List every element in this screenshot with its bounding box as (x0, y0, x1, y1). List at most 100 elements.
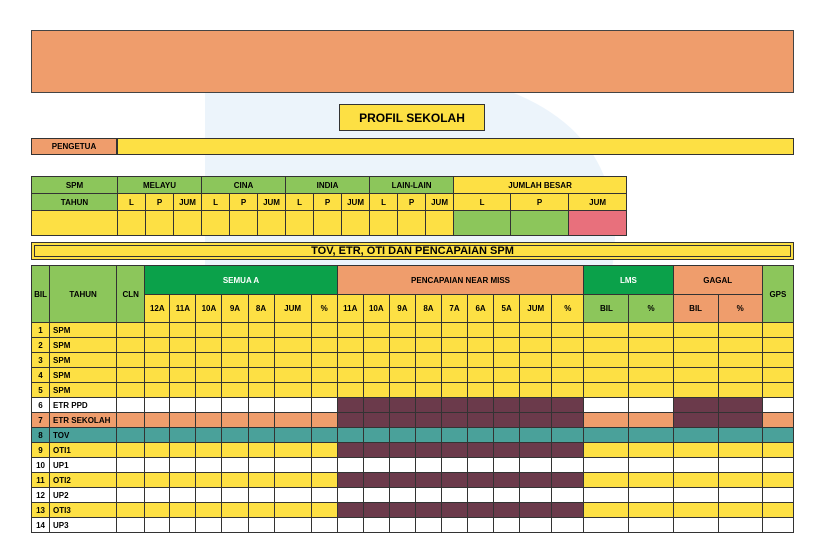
data-cell[interactable] (144, 337, 171, 353)
data-cell[interactable] (467, 397, 495, 413)
data-cell[interactable] (195, 412, 223, 428)
data-cell[interactable] (388, 397, 416, 413)
data-cell[interactable] (362, 472, 390, 488)
data-cell[interactable] (467, 502, 495, 518)
data-cell[interactable] (362, 412, 390, 428)
data-cell[interactable] (551, 322, 585, 338)
data-cell[interactable] (144, 382, 171, 398)
data-cell[interactable] (388, 427, 416, 443)
data-cell[interactable] (628, 457, 674, 473)
data-cell[interactable] (440, 487, 469, 503)
data-cell[interactable] (362, 322, 390, 338)
data-cell[interactable] (628, 442, 674, 458)
data-cell[interactable] (493, 367, 521, 383)
data-cell[interactable] (440, 472, 469, 488)
data-cell[interactable] (247, 472, 275, 488)
data-cell[interactable] (273, 397, 312, 413)
data-cell[interactable] (672, 457, 719, 473)
data-cell[interactable] (336, 427, 364, 443)
data-cell[interactable] (336, 457, 364, 473)
data-cell[interactable] (247, 412, 275, 428)
data-cell[interactable] (310, 352, 338, 368)
data-cell[interactable] (583, 442, 630, 458)
data-cell[interactable] (519, 322, 553, 338)
data-cell[interactable] (761, 502, 795, 518)
data-cell[interactable] (169, 472, 197, 488)
data-cell[interactable] (440, 322, 469, 338)
data-cell[interactable] (336, 502, 364, 518)
enrol-cell[interactable] (31, 210, 118, 236)
data-cell[interactable] (761, 412, 795, 428)
data-cell[interactable] (414, 322, 442, 338)
data-cell[interactable] (388, 502, 416, 518)
data-cell[interactable] (195, 502, 223, 518)
data-cell[interactable] (761, 382, 795, 398)
data-cell[interactable] (195, 487, 223, 503)
data-cell[interactable] (414, 412, 442, 428)
data-cell[interactable] (116, 472, 146, 488)
data-cell[interactable] (414, 502, 442, 518)
data-cell[interactable] (414, 487, 442, 503)
data-cell[interactable] (467, 427, 495, 443)
data-cell[interactable] (551, 382, 585, 398)
data-cell[interactable] (144, 322, 171, 338)
data-cell[interactable] (414, 382, 442, 398)
data-cell[interactable] (195, 427, 223, 443)
data-cell[interactable] (116, 412, 146, 428)
data-cell[interactable] (761, 352, 795, 368)
data-cell[interactable] (761, 322, 795, 338)
data-cell[interactable] (583, 517, 630, 533)
data-cell[interactable] (414, 397, 442, 413)
data-cell[interactable] (440, 427, 469, 443)
data-cell[interactable] (247, 382, 275, 398)
data-cell[interactable] (717, 457, 763, 473)
data-cell[interactable] (388, 442, 416, 458)
data-cell[interactable] (221, 397, 249, 413)
data-cell[interactable] (336, 382, 364, 398)
data-cell[interactable] (310, 442, 338, 458)
data-cell[interactable] (440, 502, 469, 518)
data-cell[interactable] (388, 382, 416, 398)
data-cell[interactable] (273, 322, 312, 338)
data-cell[interactable] (519, 337, 553, 353)
data-cell[interactable] (440, 442, 469, 458)
data-cell[interactable] (551, 337, 585, 353)
data-cell[interactable] (551, 457, 585, 473)
data-cell[interactable] (362, 337, 390, 353)
data-cell[interactable] (672, 487, 719, 503)
data-cell[interactable] (310, 382, 338, 398)
data-cell[interactable] (583, 472, 630, 488)
data-cell[interactable] (493, 397, 521, 413)
enrol-cell[interactable] (369, 210, 399, 236)
data-cell[interactable] (672, 472, 719, 488)
data-cell[interactable] (440, 382, 469, 398)
data-cell[interactable] (414, 517, 442, 533)
data-cell[interactable] (493, 472, 521, 488)
data-cell[interactable] (116, 427, 146, 443)
data-cell[interactable] (717, 412, 763, 428)
data-cell[interactable] (717, 472, 763, 488)
data-cell[interactable] (583, 412, 630, 428)
enrol-cell[interactable] (172, 210, 203, 236)
data-cell[interactable] (628, 367, 674, 383)
data-cell[interactable] (519, 442, 553, 458)
data-cell[interactable] (717, 337, 763, 353)
enrol-total-cell[interactable] (510, 210, 570, 236)
data-cell[interactable] (672, 502, 719, 518)
data-cell[interactable] (583, 397, 630, 413)
data-cell[interactable] (717, 382, 763, 398)
data-cell[interactable] (336, 352, 364, 368)
data-cell[interactable] (310, 322, 338, 338)
data-cell[interactable] (519, 457, 553, 473)
data-cell[interactable] (519, 487, 553, 503)
data-cell[interactable] (169, 322, 197, 338)
data-cell[interactable] (116, 397, 146, 413)
data-cell[interactable] (144, 427, 171, 443)
data-cell[interactable] (628, 337, 674, 353)
data-cell[interactable] (440, 352, 469, 368)
data-cell[interactable] (144, 517, 171, 533)
data-cell[interactable] (247, 352, 275, 368)
data-cell[interactable] (414, 457, 442, 473)
data-cell[interactable] (519, 472, 553, 488)
data-cell[interactable] (273, 472, 312, 488)
